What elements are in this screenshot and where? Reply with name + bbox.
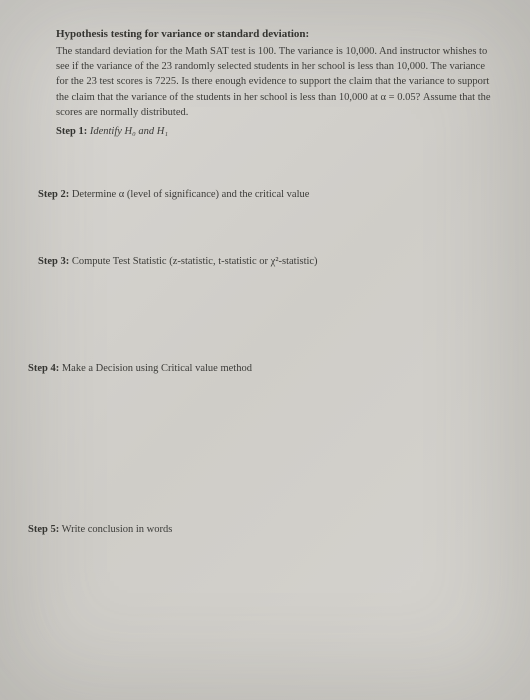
step-2-text: Determine α (level of significance) and … (69, 189, 309, 200)
step-2-label: Step 2: (38, 189, 69, 200)
step-2: Step 2: Determine α (level of significan… (38, 189, 494, 200)
page-title: Hypothesis testing for variance or stand… (56, 28, 494, 40)
step-4-label: Step 4: (28, 363, 59, 374)
step-1-text: Identify H₀ and H₁ (87, 126, 168, 137)
step-3-label: Step 3: (38, 256, 69, 267)
step-5-label: Step 5: (28, 524, 59, 535)
step-4-text: Make a Decision using Critical value met… (59, 363, 252, 374)
document-page: Hypothesis testing for variance or stand… (0, 0, 530, 700)
step-1: Step 1: Identify H₀ and H₁ (56, 126, 494, 137)
step-3-text: Compute Test Statistic (z-statistic, t-s… (69, 256, 317, 267)
problem-paragraph: The standard deviation for the Math SAT … (56, 44, 494, 120)
step-3: Step 3: Compute Test Statistic (z-statis… (38, 256, 494, 267)
step-4: Step 4: Make a Decision using Critical v… (28, 363, 494, 374)
step-5: Step 5: Write conclusion in words (28, 524, 494, 535)
step-1-label: Step 1: (56, 126, 87, 137)
step-5-text: Write conclusion in words (59, 524, 172, 535)
